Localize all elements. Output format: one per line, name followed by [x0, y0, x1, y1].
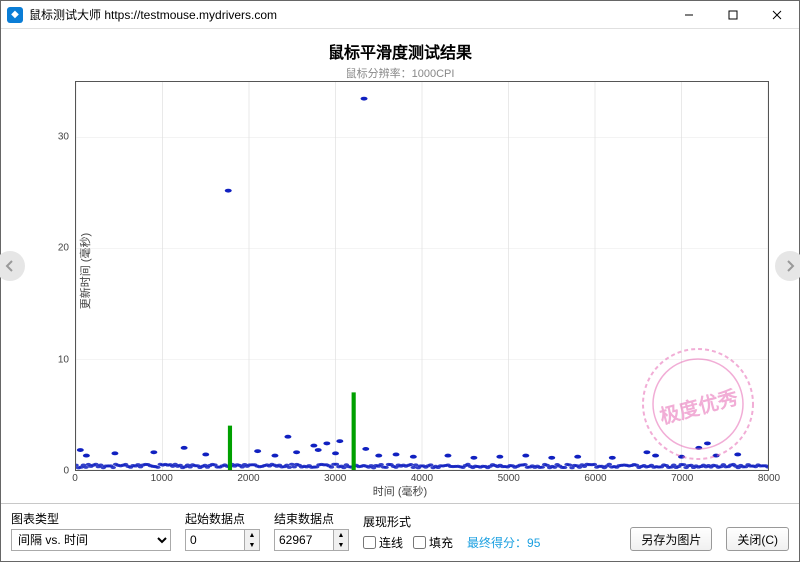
fill-checkbox[interactable]: [413, 536, 426, 549]
save-image-button[interactable]: 另存为图片: [630, 527, 712, 551]
window-title: 鼠标测试大师 https://testmouse.mydrivers.com: [29, 6, 277, 23]
chart-subtitle: 鼠标分辨率：1000CPI: [13, 65, 787, 81]
titlebar: ◆ 鼠标测试大师 https://testmouse.mydrivers.com: [1, 1, 799, 29]
fill-checkbox-label[interactable]: 填充: [413, 534, 453, 551]
plot-region: 极度优秀: [75, 81, 769, 471]
app-icon: ◆: [7, 7, 23, 23]
plot-svg: [76, 82, 768, 470]
start-point-group: 起始数据点 ▲▼: [185, 510, 260, 551]
close-dialog-button[interactable]: 关闭(C): [726, 527, 789, 551]
spin-down-icon[interactable]: ▼: [245, 540, 259, 550]
start-point-label: 起始数据点: [185, 510, 260, 527]
window-controls: [667, 1, 799, 29]
minimize-button[interactable]: [667, 1, 711, 29]
spin-down-icon[interactable]: ▼: [334, 540, 348, 550]
end-point-group: 结束数据点 ▲▼: [274, 510, 349, 551]
line-checkbox[interactable]: [363, 536, 376, 549]
main-content: 鼠标平滑度测试结果 鼠标分辨率：1000CPI 更新时间 (毫秒) 010203…: [1, 29, 799, 503]
start-point-input[interactable]: [185, 529, 245, 551]
app-window: ◆ 鼠标测试大师 https://testmouse.mydrivers.com…: [0, 0, 800, 562]
final-score: 最终得分：95: [467, 534, 540, 551]
display-mode-label: 展现形式: [363, 513, 453, 530]
end-point-label: 结束数据点: [274, 510, 349, 527]
chart-type-group: 图表类型 间隔 vs. 时间: [11, 510, 171, 551]
chart-type-select[interactable]: 间隔 vs. 时间: [11, 529, 171, 551]
spin-up-icon[interactable]: ▲: [334, 530, 348, 540]
display-mode-group: 展现形式 连线 填充: [363, 513, 453, 551]
end-point-input[interactable]: [274, 529, 334, 551]
start-point-spinner[interactable]: ▲▼: [185, 529, 260, 551]
maximize-button[interactable]: [711, 1, 755, 29]
line-checkbox-label[interactable]: 连线: [363, 534, 403, 551]
chart-area: 鼠标平滑度测试结果 鼠标分辨率：1000CPI 更新时间 (毫秒) 010203…: [13, 39, 787, 503]
x-axis-label: 时间 (毫秒): [13, 483, 787, 499]
chart-title: 鼠标平滑度测试结果: [13, 39, 787, 63]
scatter-plot: 极度优秀: [75, 81, 769, 471]
end-point-spinner[interactable]: ▲▼: [274, 529, 349, 551]
spin-up-icon[interactable]: ▲: [245, 530, 259, 540]
y-ticks: 0102030: [53, 81, 73, 471]
footer-controls: 图表类型 间隔 vs. 时间 起始数据点 ▲▼ 结束数据点 ▲▼ 展现形式 连线…: [1, 503, 799, 561]
chart-type-label: 图表类型: [11, 510, 171, 527]
close-button[interactable]: [755, 1, 799, 29]
